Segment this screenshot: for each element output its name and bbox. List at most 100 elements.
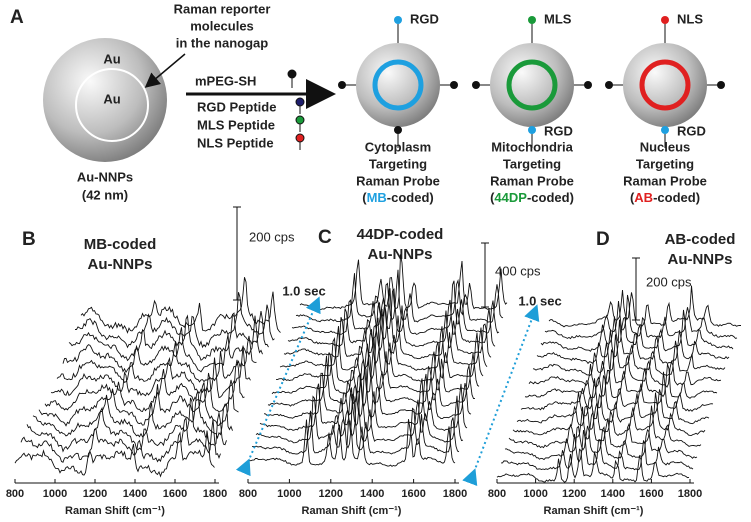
panel-label: B xyxy=(22,229,36,250)
x-tick-label: 800 xyxy=(6,488,24,500)
x-tick-label: 1800 xyxy=(203,488,227,500)
code-ring xyxy=(506,59,558,111)
x-tick-label: 800 xyxy=(239,488,257,500)
time-label: 1.0 sec xyxy=(282,283,325,298)
x-tick-label: 1800 xyxy=(678,488,702,500)
spectrum-trace xyxy=(20,416,221,463)
spectrum-trace xyxy=(75,292,275,349)
code-part: AB xyxy=(634,190,653,205)
spectrum-trace xyxy=(508,405,702,449)
spectrum-trace xyxy=(38,379,239,427)
spectrum-trace xyxy=(44,359,245,413)
probe-code: (AB-coded) xyxy=(630,190,700,205)
time-label: 1.0 sec xyxy=(518,293,561,308)
spectrum-trace xyxy=(532,334,726,377)
x-tick-label: 1000 xyxy=(523,488,547,500)
code-part: 44DP xyxy=(494,190,527,205)
scale-label: 200 cps xyxy=(249,229,295,244)
dot xyxy=(338,81,346,89)
note: molecules xyxy=(190,18,254,33)
code-part: ( xyxy=(362,190,367,205)
dot xyxy=(394,126,402,134)
spectrum-trace xyxy=(528,348,722,388)
scale-label: 200 cps xyxy=(646,274,692,289)
spectrum-trace xyxy=(536,319,730,365)
x-tick-label: 1600 xyxy=(401,488,425,500)
spectrum-trace xyxy=(548,285,742,328)
probe-code: (44DP-coded) xyxy=(490,190,574,205)
probe-sphere xyxy=(356,43,440,127)
spectrum-trace xyxy=(516,389,710,425)
spectrum-trace xyxy=(524,363,718,399)
pointer xyxy=(144,53,186,88)
panel-title: 44DP-coded xyxy=(357,226,444,243)
probe-caption: Cytoplasm xyxy=(365,139,431,154)
probe-sphere xyxy=(623,43,707,127)
particle-size: (42 nm) xyxy=(82,187,128,202)
x-tick-label: 1200 xyxy=(83,488,107,500)
x-tick-label: 1600 xyxy=(639,488,663,500)
x-tick-label: 1400 xyxy=(601,488,625,500)
probe-caption: Targeting xyxy=(636,156,694,171)
x-axis-label: Raman Shift (cm⁻¹) xyxy=(544,505,644,517)
probe-caption: Nucleus xyxy=(640,139,691,154)
probe-sphere xyxy=(490,43,574,127)
shell-label: Au xyxy=(103,51,120,66)
core xyxy=(75,68,149,142)
spectrum-trace xyxy=(50,345,251,399)
code-part: -coded) xyxy=(653,190,700,205)
code-part: MB xyxy=(367,190,387,205)
spectrum-trace xyxy=(520,371,714,412)
spectrum-trace xyxy=(56,335,257,383)
x-tick-label: 1600 xyxy=(163,488,187,500)
panel-title: Au-NNPs xyxy=(667,251,732,268)
spectrum-trace xyxy=(504,425,698,461)
spectrum-trace xyxy=(62,315,263,374)
probe-caption: Targeting xyxy=(503,156,561,171)
x-tick-label: 1000 xyxy=(277,488,301,500)
x-tick-label: 1800 xyxy=(443,488,467,500)
code-part: -coded) xyxy=(387,190,434,205)
spectrum-trace xyxy=(512,392,706,437)
x-tick-label: 800 xyxy=(488,488,506,500)
panel-title: AB-coded xyxy=(665,231,736,248)
note: Raman reporter xyxy=(174,1,271,16)
panel-label: D xyxy=(596,229,610,250)
x-axis-label: Raman Shift (cm⁻¹) xyxy=(65,505,165,517)
x-tick-label: 1400 xyxy=(360,488,384,500)
code-part: -coded) xyxy=(527,190,574,205)
time-arrow xyxy=(462,304,540,487)
reagent: mPEG-SH xyxy=(195,73,256,88)
x-tick-label: 1200 xyxy=(562,488,586,500)
particle-name: Au-NNPs xyxy=(77,169,133,184)
ligand: NLS xyxy=(677,11,703,26)
dot xyxy=(450,81,458,89)
probe-caption: Targeting xyxy=(369,156,427,171)
probe-caption: Raman Probe xyxy=(623,173,707,188)
probe-caption: Mitochondria xyxy=(491,139,573,154)
spectrum-trace xyxy=(32,390,233,440)
spectrum-trace xyxy=(14,430,215,478)
ligand: MLS xyxy=(544,11,572,26)
ligand: RGD xyxy=(410,11,439,26)
code-ring xyxy=(372,59,424,111)
spectrum-trace xyxy=(544,294,738,340)
code-part: ( xyxy=(630,190,635,205)
panel-title: Au-NNPs xyxy=(367,246,432,263)
dot xyxy=(584,81,592,89)
code-part: ( xyxy=(490,190,495,205)
dot xyxy=(661,126,669,134)
reagent-icons xyxy=(287,69,305,150)
probe-caption: Raman Probe xyxy=(356,173,440,188)
dot xyxy=(661,16,669,24)
spectrum-trace xyxy=(80,277,281,334)
dot xyxy=(528,126,536,134)
x-axis-label: Raman Shift (cm⁻¹) xyxy=(302,505,402,517)
ligand: RGD xyxy=(544,123,573,138)
probe-code: (MB-coded) xyxy=(362,190,434,205)
panel-label: A xyxy=(10,7,24,28)
code-ring xyxy=(639,59,691,111)
spectrum-trace xyxy=(540,309,734,352)
probe-caption: Raman Probe xyxy=(490,173,574,188)
spectrum-trace xyxy=(26,397,227,453)
